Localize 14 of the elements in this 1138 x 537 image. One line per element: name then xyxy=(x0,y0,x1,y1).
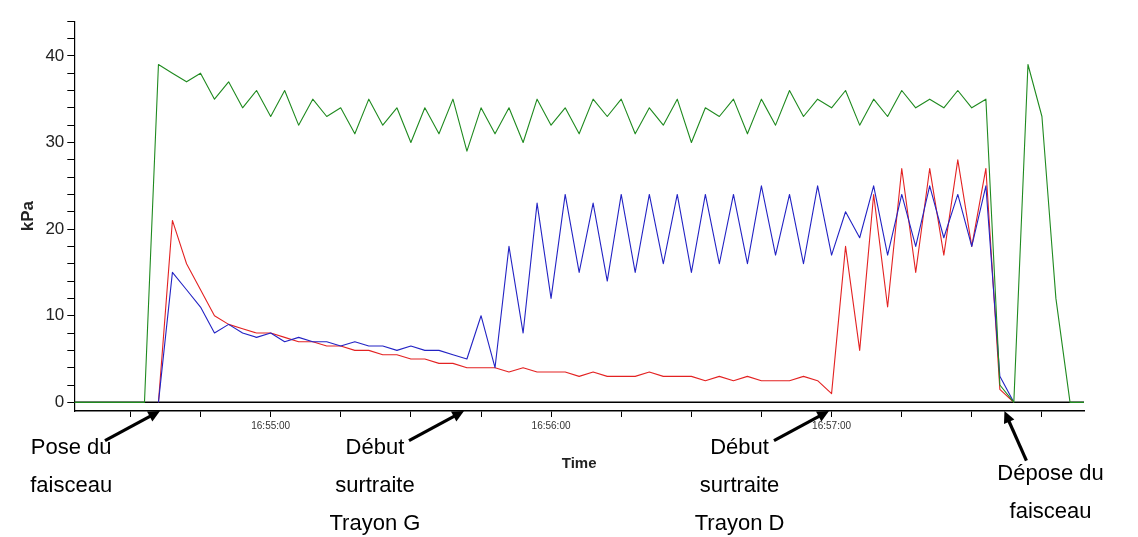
y-tick-label: 10 xyxy=(45,305,65,325)
x-tick-label: 16:55:00 xyxy=(251,419,291,431)
y-tick-label: 20 xyxy=(45,218,65,238)
y-tick-label: 40 xyxy=(45,45,65,65)
y-axis-title: kPa xyxy=(17,200,37,232)
annotation: Dépose du faisceau xyxy=(997,460,1104,524)
x-tick-label: 16:56:00 xyxy=(531,419,571,431)
annotation: Pose du faisceau xyxy=(30,434,113,498)
annotation: Début surtraite Trayon D xyxy=(694,434,785,536)
y-tick-label: 0 xyxy=(54,392,65,412)
y-tick-label: 30 xyxy=(45,132,65,152)
x-axis-title: Time xyxy=(561,454,597,472)
annotation: Début surtraite Trayon G xyxy=(329,434,421,536)
x-tick-label: 16:57:00 xyxy=(812,419,852,431)
